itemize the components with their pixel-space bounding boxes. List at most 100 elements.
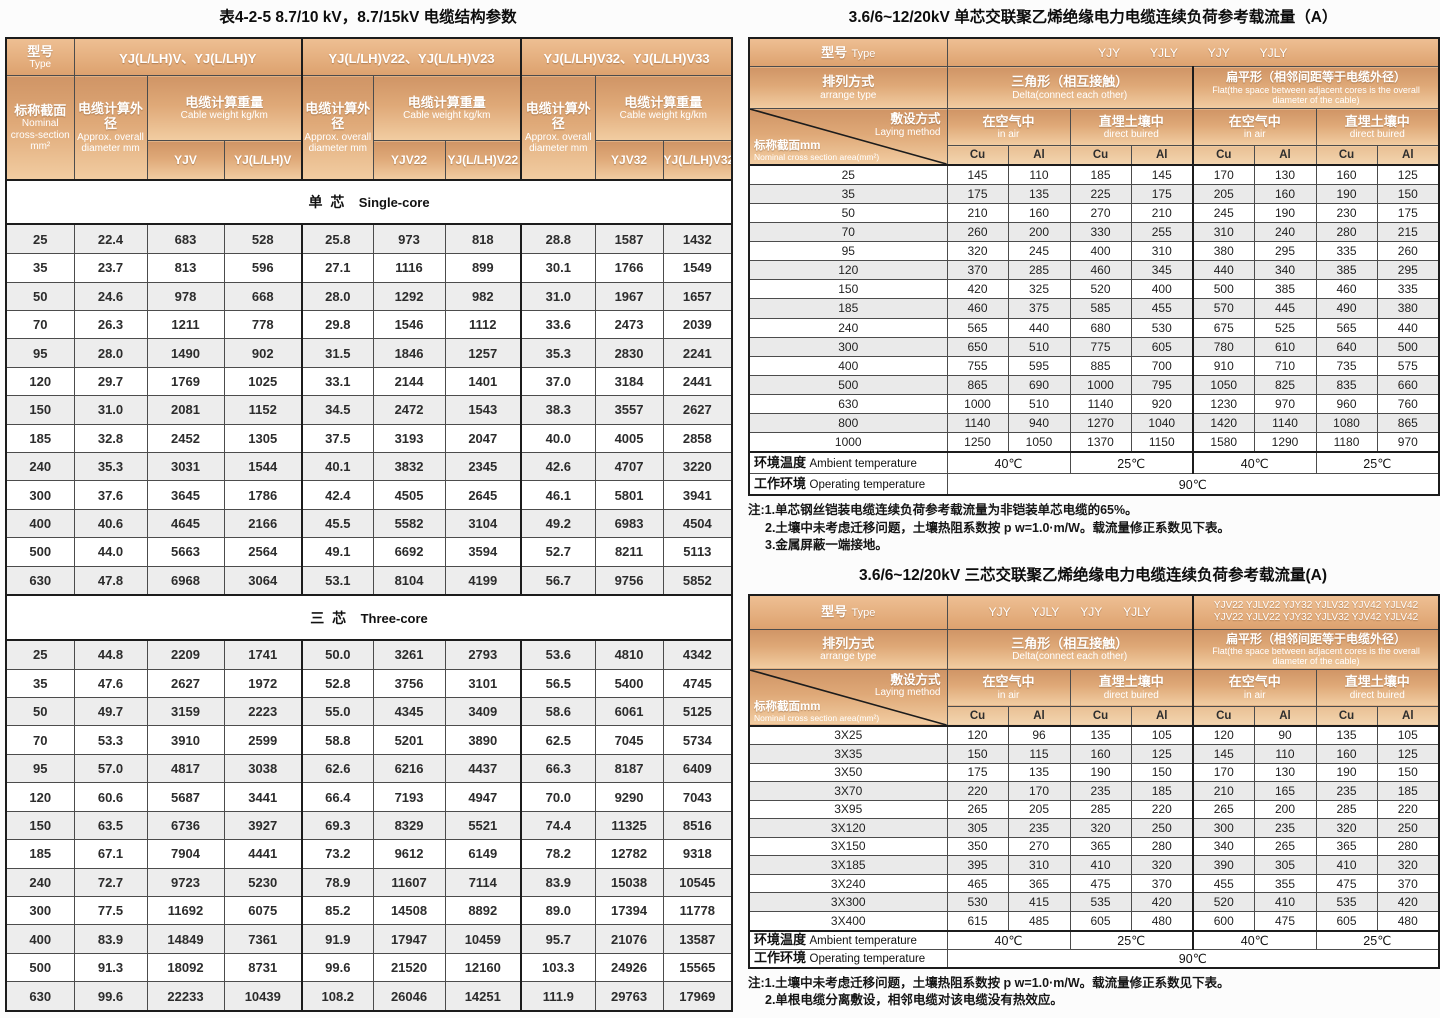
three-core-ampacity-table: 型号 Type YJY YJLY YJY YJLY YJV22 YJLV22 Y…: [748, 593, 1440, 969]
value-cell: 1050: [1007, 431, 1071, 453]
value-cell: 668: [223, 281, 303, 312]
value-cell: 7114: [444, 867, 522, 897]
value-cell: 970: [1253, 393, 1317, 414]
value-cell: 3927: [223, 810, 303, 841]
value-cell: 190: [1069, 762, 1132, 783]
value-cell: 485: [1007, 910, 1071, 932]
value-cell: 385: [1315, 260, 1378, 281]
value-cell: 95.7: [520, 924, 596, 954]
value-cell: 17394: [594, 895, 664, 926]
row-label-cell: 50: [748, 203, 948, 224]
value-cell: 1140: [1069, 393, 1132, 414]
row-label-cell: 35: [5, 253, 75, 283]
value-cell: 865: [946, 374, 1009, 395]
value-cell: 63.5: [73, 810, 148, 841]
value-cell: 650: [946, 336, 1009, 357]
value-cell: 305: [1253, 855, 1317, 875]
value-cell: 7193: [372, 782, 446, 812]
table-row: 500 91.3 18092 8731 99.6 21520 12160 103.3 24926…: [5, 952, 733, 983]
value-cell: 5852: [662, 565, 733, 596]
ambient-value: 40℃: [1192, 451, 1317, 474]
table-row: 25 22.4 683 528 25.8 973 818 28.8 1587 1432: [5, 223, 733, 255]
value-cell: 818: [444, 223, 522, 255]
value-cell: 445: [1253, 298, 1317, 319]
type-header-cell: 型号 Type: [748, 37, 948, 67]
type-group-2: YJ(L/LH)V22、YJ(L/LH)V23: [301, 37, 522, 76]
table-row: 120 60.6 5687 3441 66.4 7193 4947 70.0 9290 7043: [5, 782, 733, 812]
table-row: 400 755 595 885 700 910 710 735 575: [748, 355, 1440, 376]
delta-zh: 三角形（相互接触）: [1011, 74, 1129, 90]
value-cell: 530: [946, 892, 1009, 912]
row-label-cell: 35: [748, 184, 948, 205]
value-cell: 33.1: [301, 366, 374, 397]
value-cell: 285: [1315, 799, 1378, 820]
section-band-cell: 单 芯 Single-core: [5, 178, 733, 226]
operating-label-cell: 工作环境 Operating temperature: [748, 473, 948, 496]
value-cell: 135: [1007, 762, 1071, 783]
value-cell: 125: [1376, 744, 1440, 764]
operating-value: 90℃: [946, 948, 1440, 968]
row-label-cell: 120: [5, 782, 75, 812]
value-cell: 778: [223, 309, 303, 340]
table-row: 95 320 245 400 310 380 295 335 260: [748, 241, 1440, 262]
value-cell: 40.1: [301, 452, 374, 482]
value-cell: 1257: [444, 338, 522, 368]
value-cell: 37.5: [301, 423, 374, 454]
buried-header-1: 直埋土壤中 direct buired: [1069, 108, 1194, 146]
table-row: 50 49.7 3159 2223 55.0 4345 3409 58.6 6061 5125: [5, 697, 733, 727]
value-cell: 32.8: [73, 423, 148, 454]
value-cell: 8329: [372, 810, 446, 841]
value-cell: 510: [1007, 336, 1071, 357]
value-cell: 40.6: [73, 508, 148, 539]
value-cell: 8211: [594, 537, 664, 567]
value-cell: 24926: [594, 952, 664, 983]
value-cell: 120: [946, 724, 1009, 746]
value-cell: 108.2: [301, 981, 374, 1012]
row-label-cell: 150: [5, 395, 75, 425]
value-cell: 355: [1253, 873, 1317, 894]
value-cell: 62.6: [301, 753, 374, 784]
value-cell: 2209: [146, 639, 225, 670]
value-cell: 3220: [662, 452, 733, 482]
value-cell: 460: [1069, 260, 1132, 281]
value-cell: 110: [1007, 164, 1071, 186]
value-cell: 57.0: [73, 753, 148, 784]
value-cell: 34.5: [301, 395, 374, 425]
value-cell: 265: [1253, 836, 1317, 857]
value-cell: 220: [946, 781, 1009, 801]
in-air-header-2: 在空气中 in air: [1192, 108, 1317, 146]
value-cell: 9723: [146, 867, 225, 897]
table-row: 3X300 530 415 535 420 520 410 535 420: [748, 892, 1440, 912]
value-cell: 585: [1069, 298, 1132, 319]
cable-structure-section: 表4-2-5 8.7/10 kV，8.7/15kV 电缆结构参数 型号 Type…: [5, 6, 734, 1012]
value-cell: 690: [1007, 374, 1071, 395]
table-row: 50 210 160 270 210 245 190 230 175: [748, 203, 1440, 224]
row-label-cell: 300: [5, 480, 75, 510]
value-cell: 1549: [662, 253, 733, 283]
value-cell: 245: [1192, 203, 1255, 224]
value-cell: 330: [1069, 222, 1132, 243]
value-cell: 1580: [1192, 431, 1255, 453]
value-cell: 775: [1069, 336, 1132, 357]
value-cell: 10459: [444, 924, 522, 954]
value-cell: 70.0: [520, 782, 596, 812]
three-core-ampacity-title: 3.6/6~12/20kV 三芯交联聚乙烯绝缘电力电缆连续负荷参考载流量(A): [858, 566, 1328, 584]
value-cell: 6409: [662, 753, 733, 784]
value-cell: 6983: [594, 508, 664, 539]
value-cell: 35.3: [520, 338, 596, 368]
value-cell: 460: [1315, 279, 1378, 300]
table-row: 185 460 375 585 455 570 445 490 380: [748, 298, 1440, 319]
value-cell: 115: [1007, 744, 1071, 764]
value-cell: 3890: [444, 725, 522, 755]
value-cell: 160: [1007, 203, 1071, 224]
value-cell: 49.7: [73, 697, 148, 727]
value-cell: 1150: [1130, 431, 1194, 453]
value-cell: 3594: [444, 537, 522, 567]
value-cell: 365: [1007, 873, 1071, 894]
row-label-cell: 630: [5, 981, 75, 1012]
value-cell: 5582: [372, 508, 446, 539]
cu-header: Cu: [946, 145, 1009, 166]
value-cell: 6061: [594, 697, 664, 727]
table-row: 150 31.0 2081 1152 34.5 2472 1543 38.3 3557 2627: [5, 395, 733, 425]
value-cell: 89.0: [520, 895, 596, 926]
